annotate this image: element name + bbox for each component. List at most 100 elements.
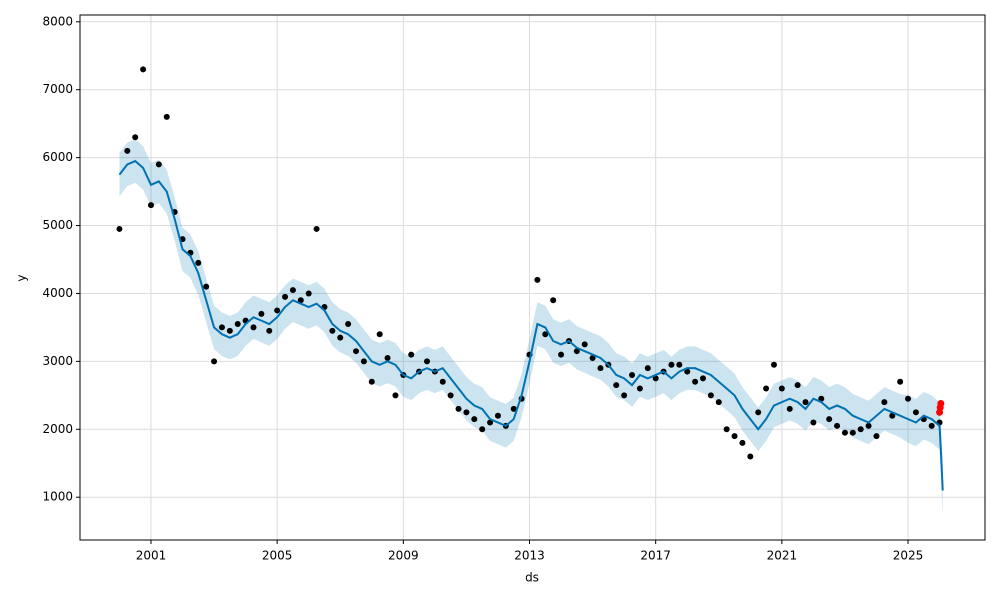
observed-point xyxy=(581,341,588,348)
observed-point xyxy=(368,378,375,385)
observed-point xyxy=(621,392,628,399)
band-layer xyxy=(119,139,943,518)
observed-point xyxy=(203,283,210,290)
observed-point xyxy=(345,321,352,328)
observed-point xyxy=(463,409,470,416)
observed-point xyxy=(723,426,730,433)
observed-point xyxy=(487,419,494,426)
observed-point xyxy=(573,348,580,355)
x-tick-label: 2005 xyxy=(262,549,293,563)
observed-point xyxy=(912,409,919,416)
observed-point xyxy=(841,429,848,436)
observed-point xyxy=(534,276,541,283)
observed-point xyxy=(140,66,147,73)
observed-point xyxy=(116,225,123,232)
observed-point xyxy=(739,439,746,446)
observed-point xyxy=(881,399,888,406)
observed-point xyxy=(676,361,683,368)
observed-point xyxy=(163,113,170,120)
observed-point xyxy=(494,412,501,419)
observed-point xyxy=(289,287,296,294)
observed-point xyxy=(755,409,762,416)
observed-point xyxy=(329,327,336,334)
observed-point xyxy=(905,395,912,402)
observed-point xyxy=(226,327,233,334)
observed-point xyxy=(747,453,754,460)
observed-point xyxy=(282,293,289,300)
x-tick-label: 2001 xyxy=(136,549,167,563)
observed-point xyxy=(826,416,833,423)
observed-point xyxy=(234,321,241,328)
observed-point xyxy=(147,202,154,209)
plot-frame xyxy=(79,14,986,541)
observed-point xyxy=(834,422,841,429)
x-tick-label: 2025 xyxy=(893,549,924,563)
observed-point xyxy=(155,161,162,168)
observed-point xyxy=(353,348,360,355)
observed-point xyxy=(211,358,218,365)
observed-point xyxy=(447,392,454,399)
observed-point xyxy=(897,378,904,385)
observed-point xyxy=(195,259,202,266)
observed-point xyxy=(455,405,462,412)
observed-point xyxy=(250,324,257,331)
observed-point xyxy=(274,307,281,314)
observed-point xyxy=(652,375,659,382)
y-tick-label: 1000 xyxy=(42,490,73,504)
uncertainty-band xyxy=(119,139,943,518)
observed-point xyxy=(439,378,446,385)
x-tick-label: 2009 xyxy=(388,549,419,563)
observed-point xyxy=(731,433,738,440)
observed-point xyxy=(928,422,935,429)
observed-point xyxy=(849,429,856,436)
observed-point xyxy=(865,422,872,429)
x-tick-label: 2017 xyxy=(640,549,671,563)
observed-point xyxy=(471,416,478,423)
grid xyxy=(80,15,985,540)
observed-point xyxy=(889,412,896,419)
y-tick-label: 7000 xyxy=(42,82,73,96)
y-tick-label: 8000 xyxy=(42,14,73,28)
forecast-line xyxy=(118,159,944,491)
observed-point xyxy=(629,371,636,378)
observed-point xyxy=(613,382,620,389)
observed-point xyxy=(297,297,304,304)
observed-point xyxy=(550,297,557,304)
observed-point xyxy=(786,405,793,412)
observed-point xyxy=(692,378,699,385)
observed-point xyxy=(266,327,273,334)
observed-point xyxy=(305,290,312,297)
y-axis-label: y xyxy=(15,274,29,281)
observed-point xyxy=(218,324,225,331)
x-tick-label: 2013 xyxy=(514,549,545,563)
observed-point xyxy=(857,426,864,433)
observed-point xyxy=(132,134,139,141)
observed-point xyxy=(636,385,643,392)
observed-point xyxy=(589,354,596,361)
observed-point xyxy=(423,358,430,365)
observed-point xyxy=(770,361,777,368)
observed-point xyxy=(376,331,383,338)
observed-point xyxy=(384,354,391,361)
observed-point xyxy=(873,433,880,440)
observed-point xyxy=(258,310,265,317)
y-tick-label: 4000 xyxy=(42,286,73,300)
y-tick-label: 2000 xyxy=(42,422,73,436)
y-tick-label: 6000 xyxy=(42,150,73,164)
observed-point xyxy=(360,358,367,365)
recent-point xyxy=(937,399,945,407)
observed-point xyxy=(818,395,825,402)
observed-point xyxy=(707,392,714,399)
observed-point xyxy=(794,382,801,389)
x-tick-label: 2021 xyxy=(767,549,798,563)
axes: 1000 2000 3000 4000 5000 6000 7000 8000 2001 2005… xyxy=(42,14,923,562)
observed-point xyxy=(510,405,517,412)
observed-point xyxy=(668,361,675,368)
observed-point xyxy=(124,147,131,154)
observed-point xyxy=(597,365,604,372)
observed-point xyxy=(644,365,651,372)
y-tick-label: 3000 xyxy=(42,354,73,368)
observed-point xyxy=(810,419,817,426)
